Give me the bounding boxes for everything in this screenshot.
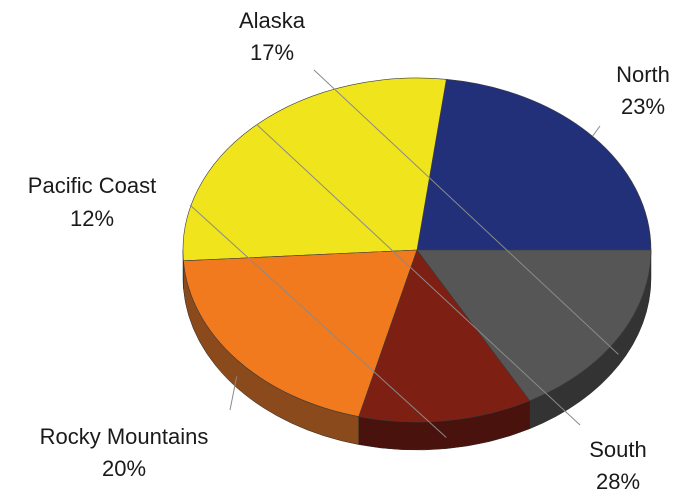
pie-slice-alaska (416, 249, 652, 402)
pie-top-faces (182, 77, 652, 423)
label-south-value: 28% (596, 469, 640, 494)
leader-line-south (256, 124, 581, 426)
leader-line-alaska (313, 69, 619, 355)
leader-line-pacific-coast (189, 204, 447, 438)
label-rocky-mountains-name: Rocky Mountains (40, 424, 209, 449)
pie-side-walls (182, 249, 652, 451)
label-rocky-mountains-value: 20% (102, 456, 146, 481)
label-pacific-coast-value: 12% (70, 206, 114, 231)
leader-lines (189, 69, 619, 438)
label-north-value: 23% (621, 94, 665, 119)
pie-slice-north (416, 79, 652, 251)
pie-slice-rocky-mountains (183, 249, 418, 417)
label-pacific-coast-name: Pacific Coast (28, 173, 156, 198)
pie-slice-south (182, 77, 447, 262)
pie-slice-pacific-coast (358, 249, 531, 423)
leader-line-north (592, 125, 601, 137)
label-alaska-name: Alaska (239, 8, 306, 33)
label-alaska-value: 17% (250, 40, 294, 65)
label-south-name: South (589, 437, 647, 462)
leader-line-rocky-mountains (229, 376, 238, 411)
label-north-name: North (616, 62, 670, 87)
